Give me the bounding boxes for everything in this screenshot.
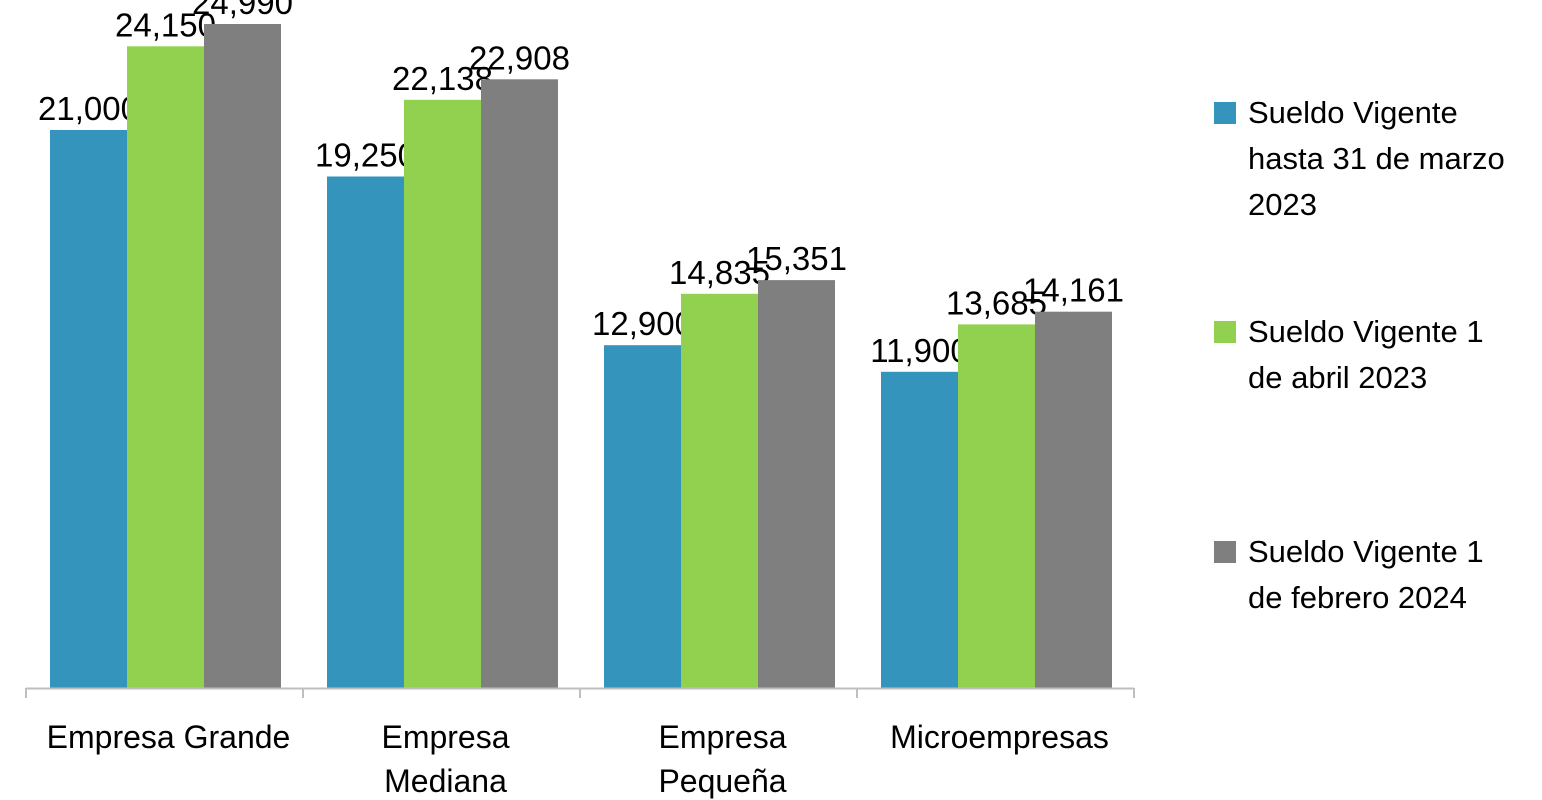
data-label-series-1-cat-2: 19,250 bbox=[315, 137, 416, 174]
category-label-line: Empresa Grande bbox=[47, 719, 291, 755]
bar-series-1-cat-2 bbox=[327, 176, 404, 688]
category-label-1: Empresa Grande bbox=[47, 719, 291, 755]
bar-series-2-cat-1 bbox=[127, 46, 204, 689]
bar-series-2-cat-4 bbox=[958, 324, 1035, 688]
data-label-series-2-cat-4: 13,685 bbox=[946, 284, 1047, 321]
bar-series-3-cat-2 bbox=[481, 79, 558, 689]
data-label-series-1-cat-4: 11,900 bbox=[870, 332, 968, 369]
category-label-3: Empresa Pequeña bbox=[658, 719, 786, 799]
category-label-line: Empresa bbox=[381, 719, 509, 755]
data-label-series-1-cat-1: 21,000 bbox=[38, 90, 139, 127]
legend-swatch-series-1 bbox=[1214, 102, 1236, 124]
bar-series-3-cat-4 bbox=[1035, 311, 1112, 688]
bar-series-1-cat-1 bbox=[50, 130, 127, 688]
legend-swatch-series-3 bbox=[1214, 541, 1236, 563]
bar-series-1-cat-3 bbox=[604, 345, 681, 688]
legend-label-line: hasta 31 de marzo bbox=[1248, 141, 1505, 176]
data-label-series-2-cat-3: 14,835 bbox=[669, 254, 770, 291]
category-label-4: Microempresas bbox=[890, 719, 1109, 755]
legend-label-line: Sueldo Vigente 1 bbox=[1248, 534, 1484, 569]
legend-label-line: Sueldo Vigente bbox=[1248, 95, 1458, 130]
bar-series-1-cat-4 bbox=[881, 371, 958, 688]
data-label-series-3-cat-4: 14,161 bbox=[1023, 272, 1124, 309]
legend-label-line: de abril 2023 bbox=[1248, 360, 1428, 395]
legend-label-series-2: Sueldo Vigente 1 de abril 2023 bbox=[1248, 309, 1538, 401]
legend-label-series-3: Sueldo Vigente 1 de febrero 2024 bbox=[1248, 529, 1538, 621]
data-label-series-1-cat-3: 12,900 bbox=[592, 305, 693, 342]
data-label-series-3-cat-3: 15,351 bbox=[746, 240, 847, 277]
bar-series-3-cat-1 bbox=[204, 24, 281, 688]
category-label-line: Pequeña bbox=[658, 763, 786, 799]
data-label-series-3-cat-1: 24,990 bbox=[192, 0, 293, 21]
bar-series-2-cat-3 bbox=[681, 293, 758, 688]
legend-label-line: 2023 bbox=[1248, 187, 1317, 222]
legend-swatch-series-2 bbox=[1214, 321, 1236, 343]
category-label-line: Empresa bbox=[658, 719, 786, 755]
category-label-2: Empresa Mediana bbox=[381, 719, 509, 799]
legend-label-line: Sueldo Vigente 1 bbox=[1248, 314, 1484, 349]
data-label-series-3-cat-2: 22,908 bbox=[469, 39, 570, 76]
legend-label-series-1: Sueldo Vigente hasta 31 de marzo 2023 bbox=[1248, 90, 1538, 228]
legend-label-line: de febrero 2024 bbox=[1248, 580, 1467, 615]
chart-legend: Sueldo Vigente hasta 31 de marzo 2023 Su… bbox=[1214, 0, 1534, 800]
category-label-line: Mediana bbox=[384, 763, 507, 799]
bar-series-2-cat-2 bbox=[404, 99, 481, 689]
data-label-series-2-cat-1: 24,150 bbox=[115, 6, 216, 43]
bar-series-3-cat-3 bbox=[758, 280, 835, 688]
category-label-line: Microempresas bbox=[890, 719, 1109, 755]
data-label-series-2-cat-2: 22,138 bbox=[392, 60, 493, 97]
